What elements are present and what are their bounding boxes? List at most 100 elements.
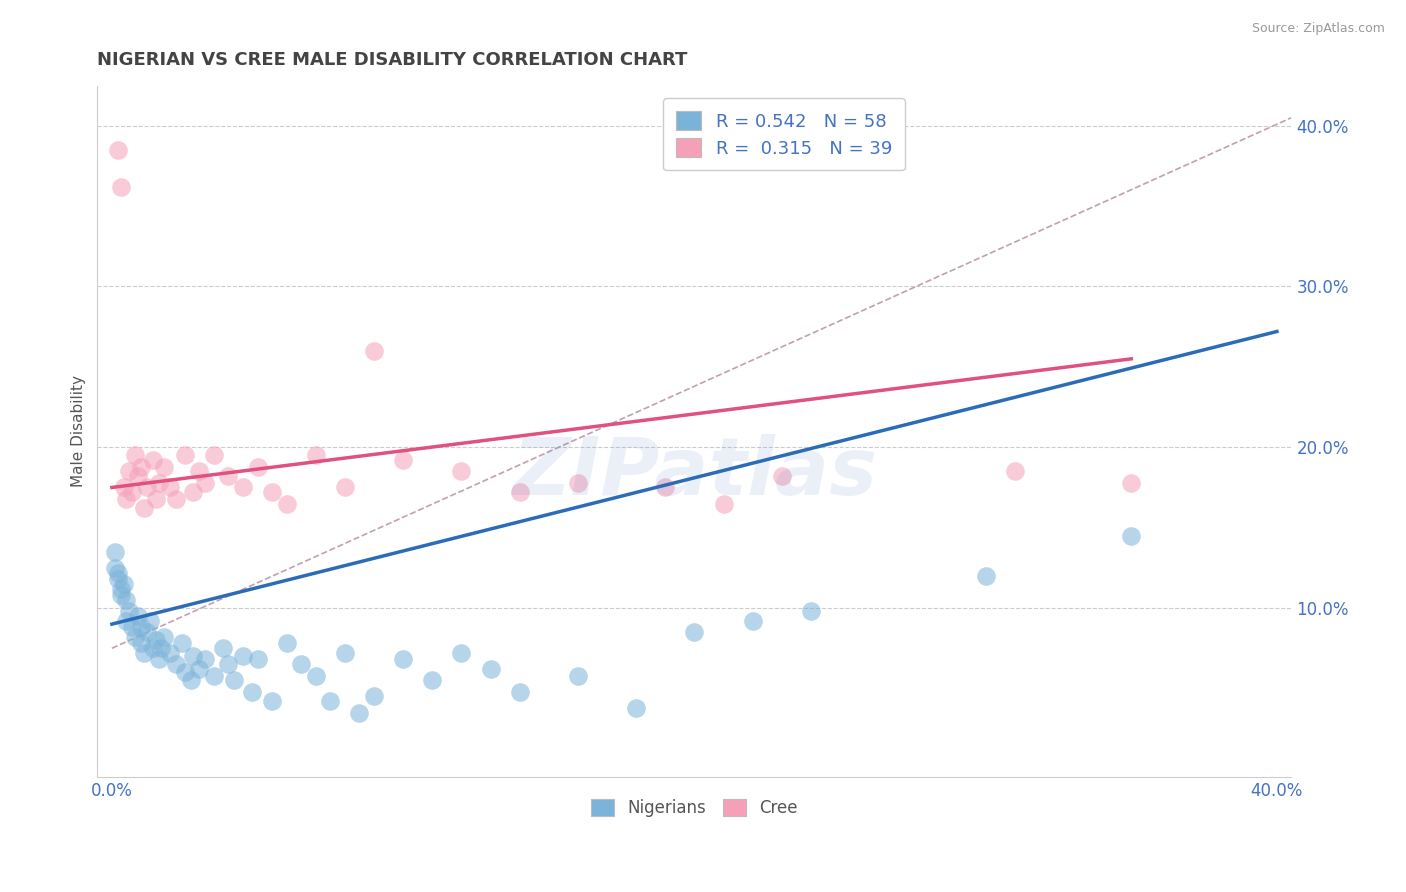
Point [159,480,181,494]
Point [150,641,173,656]
Point [188,662,211,676]
Point [305,448,328,462]
Text: ZIPatlas: ZIPatlas [512,434,877,512]
Point [333,646,356,660]
Text: Source: ZipAtlas.com: Source: ZipAtlas.com [1251,22,1385,36]
Point [135,625,157,640]
Point [127,609,149,624]
Point [240,684,263,698]
Point [624,700,647,714]
Point [232,649,254,664]
Point [683,625,706,640]
Point [142,641,165,656]
Point [110,588,132,602]
Point [124,448,146,462]
Point [132,646,155,660]
Point [392,453,415,467]
Point [188,464,211,478]
Point [107,566,129,580]
Point [509,485,531,500]
Point [124,630,146,644]
Point [129,620,152,634]
Point [363,343,385,358]
Point [654,480,676,494]
Point [262,694,284,708]
Point [232,480,254,494]
Point [392,652,415,666]
Point [1004,464,1026,478]
Point [142,453,165,467]
Point [145,491,167,506]
Y-axis label: Male Disability: Male Disability [72,376,86,487]
Point [217,469,239,483]
Point [112,577,135,591]
Point [450,646,472,660]
Point [127,469,149,483]
Point [121,485,143,500]
Point [129,636,152,650]
Point [713,497,735,511]
Text: NIGERIAN VS CREE MALE DISABILITY CORRELATION CHART: NIGERIAN VS CREE MALE DISABILITY CORRELA… [97,51,688,69]
Point [118,464,141,478]
Point [290,657,312,672]
Point [363,690,385,704]
Point [165,657,187,672]
Point [115,614,138,628]
Point [183,485,205,500]
Point [741,614,763,628]
Point [183,649,205,664]
Point [1121,475,1143,490]
Point [129,459,152,474]
Point [153,630,176,644]
Point [159,646,181,660]
Point [1121,529,1143,543]
Point [202,448,225,462]
Point [217,657,239,672]
Point [800,604,823,618]
Point [173,665,195,680]
Point [194,475,217,490]
Point [135,480,157,494]
Point [112,480,135,494]
Point [118,604,141,618]
Point [450,464,472,478]
Point [194,652,217,666]
Point [276,636,298,650]
Point [319,694,342,708]
Point [276,497,298,511]
Point [148,475,170,490]
Point [211,641,233,656]
Point [567,668,589,682]
Point [262,485,284,500]
Point [770,469,793,483]
Point [509,684,531,698]
Point [246,652,269,666]
Point [153,459,176,474]
Point [121,620,143,634]
Point [479,662,502,676]
Point [115,593,138,607]
Point [974,569,997,583]
Point [170,636,193,650]
Point [246,459,269,474]
Point [202,668,225,682]
Point [349,706,371,720]
Point [145,633,167,648]
Point [333,480,356,494]
Point [139,614,162,628]
Point [104,545,127,559]
Point [148,652,170,666]
Point [305,668,328,682]
Point [567,475,589,490]
Point [420,673,443,688]
Legend: Nigerians, Cree: Nigerians, Cree [583,792,804,824]
Point [110,179,132,194]
Point [115,491,138,506]
Point [107,143,129,157]
Point [132,501,155,516]
Point [173,448,195,462]
Point [104,561,127,575]
Point [110,582,132,596]
Point [180,673,202,688]
Point [165,491,187,506]
